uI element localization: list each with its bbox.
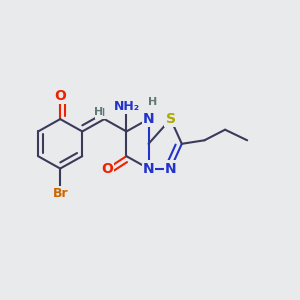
Text: H: H: [96, 108, 105, 118]
Text: H: H: [94, 107, 103, 117]
Text: S: S: [166, 112, 176, 126]
Text: O: O: [101, 161, 113, 176]
Text: N: N: [165, 161, 176, 176]
Text: H: H: [148, 97, 157, 107]
Text: Br: Br: [52, 187, 68, 200]
Text: N: N: [143, 161, 154, 176]
Text: O: O: [54, 88, 66, 103]
Text: NH₂: NH₂: [113, 100, 140, 113]
Text: N: N: [143, 112, 154, 126]
